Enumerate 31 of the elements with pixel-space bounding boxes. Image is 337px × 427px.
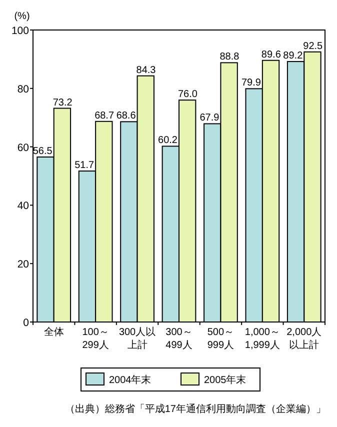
y-tick-label: 60 (17, 142, 30, 154)
y-axis-title: (%) (14, 11, 30, 22)
y-tick-label: 40 (17, 200, 30, 212)
legend-label: 2005年末 (204, 374, 246, 386)
data-label: 89.2 (283, 50, 304, 62)
y-tick-label: 20 (17, 258, 30, 271)
data-label: 67.9 (200, 112, 220, 124)
data-label: 88.8 (220, 52, 240, 63)
data-label: 79.9 (241, 78, 262, 89)
data-label: 56.5 (32, 146, 53, 158)
x-tick-label: 100～299人 (81, 326, 110, 352)
data-label: 92.5 (303, 40, 324, 52)
y-tick-label: 80 (17, 83, 30, 96)
x-tick-label: 1,000～1,999人 (244, 326, 281, 352)
x-tick-label: 2,000人以上計 (286, 326, 323, 352)
x-tick-label: 500～999人 (206, 326, 236, 352)
x-tick-label: 300人以上計 (118, 326, 157, 352)
data-label: 76.0 (178, 89, 198, 100)
data-label: 51.7 (74, 160, 95, 172)
x-tick-label: 全体 (42, 326, 65, 339)
data-label: 89.6 (261, 49, 282, 60)
y-tick-label: 0 (23, 317, 30, 329)
data-label: 84.3 (136, 64, 156, 76)
data-label: 68.6 (116, 110, 136, 122)
legend-label: 2004年末 (109, 374, 152, 386)
x-tick-label: 300～499人 (164, 326, 194, 352)
text: （出典）総務省「平成17年通信利用動向調査（企業編）」 (64, 403, 326, 415)
data-label: 68.7 (94, 110, 114, 122)
data-label: 73.2 (52, 97, 73, 108)
data-label: 60.2 (158, 135, 178, 146)
y-tick-label: 100 (11, 25, 30, 37)
